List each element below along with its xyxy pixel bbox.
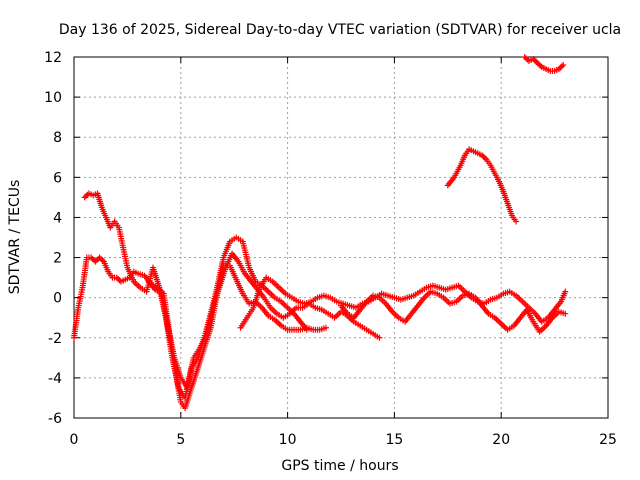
x-tick-label: 10 <box>279 432 297 448</box>
x-axis-label: GPS time / hours <box>281 458 398 474</box>
series-track-7 <box>521 54 567 75</box>
y-axis-label: SDTVAR / TECUs <box>7 180 23 295</box>
y-tick-label: -4 <box>48 371 62 387</box>
y-tick-label: -2 <box>48 331 62 347</box>
y-tick-label: 8 <box>53 130 62 146</box>
y-tick-label: 6 <box>53 170 62 186</box>
series-track-1 <box>71 254 330 411</box>
data-point <box>303 326 310 333</box>
y-tick-label: 0 <box>53 291 62 307</box>
chart-title: Day 136 of 2025, Sidereal Day-to-day VTE… <box>59 22 621 38</box>
data-point <box>376 334 383 341</box>
y-tick-label: 10 <box>44 90 62 106</box>
y-tick-label: 4 <box>53 210 62 226</box>
x-tick-label: 20 <box>492 432 510 448</box>
x-tick-label: 15 <box>385 432 403 448</box>
x-tick-label: 25 <box>599 432 617 448</box>
data-point <box>323 324 330 331</box>
series-track-6 <box>444 146 520 225</box>
grid-lines <box>74 57 608 418</box>
series-track-3 <box>145 250 383 391</box>
axis-ticks: 0 5 10 15 20 25 -6 -4 -2 0 2 4 6 8 10 12 <box>44 50 617 448</box>
y-tick-label: -6 <box>48 411 62 427</box>
y-tick-label: 2 <box>53 251 62 267</box>
data-point <box>562 310 569 317</box>
plot-frame <box>73 56 609 419</box>
data-point <box>513 218 520 225</box>
x-tick-label: 5 <box>176 432 185 448</box>
x-tick-label: 0 <box>70 432 79 448</box>
data-points <box>71 54 569 411</box>
data-point <box>562 288 569 295</box>
series-track-5 <box>338 288 569 335</box>
y-tick-label: 12 <box>44 50 62 66</box>
data-point <box>560 62 567 69</box>
